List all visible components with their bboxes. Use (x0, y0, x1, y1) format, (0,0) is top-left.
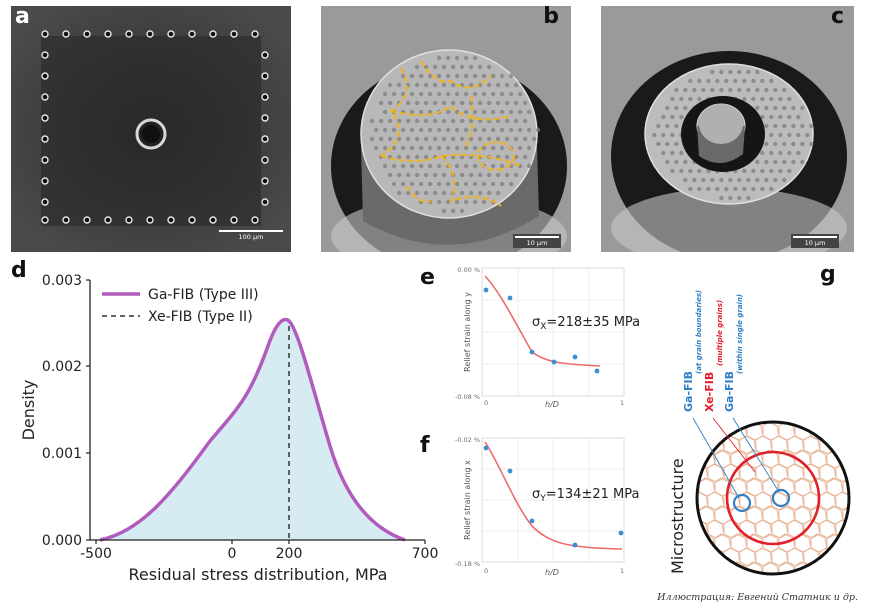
panel-g-ga-fib-grain-circle (771, 488, 791, 508)
panel-f-xlabel: h/D (545, 568, 559, 577)
panel-f-chart: -0.02 % -0.18 % 0 1 h/D Relief strain al… (455, 436, 640, 577)
panel-a-label: a (15, 6, 30, 29)
panel-g-label-1-sub: (multiple grains) (716, 300, 724, 366)
panel-d-density-curve (99, 317, 406, 542)
panel-b-label: b (543, 6, 559, 29)
panel-f-ytick-top: -0.02 % (455, 436, 480, 444)
panel-f-xtick-right: 1 (620, 567, 624, 575)
panel-e-ylabel: Relief strain along y (463, 292, 472, 372)
panel-g-label-1-main: Xe-FIB (703, 372, 716, 412)
panel-d-legend-0: Ga-FIB (Type III) (148, 287, 259, 303)
panel-d-ytick-1: 0.001 (42, 446, 82, 462)
panel-e-ytick-bottom: -0.08 % (455, 393, 480, 401)
panel-b-scale-bar: 10 µm (513, 234, 561, 248)
panel-d-ytick-0: 0.000 (42, 533, 82, 549)
panel-d-ylabel: Density (19, 380, 38, 441)
panel-c-label: c (830, 6, 844, 29)
panel-b-texture (321, 6, 571, 252)
panel-c-micrograph: c 10 µm (601, 6, 854, 252)
panel-f-ylabel: Relief strain along x (463, 460, 472, 540)
panel-d-label: d (11, 258, 27, 283)
panel-f-xtick-left: 0 (484, 567, 488, 575)
panel-e-xtick-left: 0 (484, 399, 488, 407)
panel-d-legend: Ga-FIB (Type III) Xe-FIB (Type II) (102, 287, 259, 325)
panel-e-label: e (420, 265, 435, 290)
panel-d-xtick-3: 700 (412, 546, 439, 562)
panel-g-label-2-sub: (within single grain) (736, 294, 744, 374)
panel-d-ytick-3: 0.003 (42, 273, 82, 289)
panel-f-ytick-bottom: -0.18 % (455, 560, 480, 568)
panel-d-xlabel: Residual stress distribution, MPa (129, 565, 388, 584)
panel-g-ga-fib-boundary-circle (732, 493, 752, 513)
panel-c-scale-label: 10 µm (804, 238, 826, 247)
panel-d-legend-1: Xe-FIB (Type II) (148, 309, 253, 325)
panel-a-micrograph: a 100 µm (11, 6, 291, 252)
panel-e-annotation: σX=218±35 MPa (532, 315, 640, 332)
panel-a-scale-label: 100 µm (238, 232, 264, 241)
panel-b-micrograph: b 10 µm (321, 6, 571, 252)
panel-d-chart: 0.000 0.001 0.002 0.003 -500 0 200 700 R… (19, 273, 439, 584)
panel-d-density-fill (100, 319, 405, 540)
panel-e-ytick-top: 0.00 % (457, 266, 480, 274)
panel-f-annotation: σY=134±21 MPa (532, 487, 639, 504)
panel-d-xtick-2: 200 (276, 546, 303, 562)
panel-e-xtick-right: 1 (620, 399, 624, 407)
panel-f-points (483, 445, 624, 548)
panel-e-chart: 0.00 % -0.08 % 0 1 h/D Relief strain alo… (455, 266, 640, 409)
panel-c-texture (601, 6, 854, 252)
panel-b-scale-label: 10 µm (526, 238, 548, 247)
panel-g-xe-fib-circle (725, 450, 821, 546)
panel-d-xtick-1: 0 (228, 546, 237, 562)
panel-f-fit-curve (484, 441, 623, 550)
panel-f-label: f (420, 433, 430, 458)
panel-g-label-2-main: Ga-FIB (723, 371, 736, 412)
panel-g-title: Microstructure (668, 458, 687, 574)
panel-g-label: g (820, 262, 836, 287)
panel-g-diagram: Ga-FIB (at grain boundaries) Xe-FIB (mul… (668, 290, 851, 576)
panel-g-outer-circle (695, 420, 851, 576)
panel-g-label-0-main: Ga-FIB (682, 371, 695, 412)
panel-e-xlabel: h/D (545, 400, 559, 409)
panel-d-xtick-0: -500 (80, 546, 112, 562)
panel-a-texture (11, 6, 291, 252)
panel-a-scale-bar: 100 µm (219, 230, 283, 241)
panel-g-label-0-sub: (at grain boundaries) (695, 290, 703, 374)
figure-credit: Иллюстрация: Евгений Статник и др. (657, 592, 858, 603)
panel-c-scale-bar: 10 µm (791, 234, 839, 248)
panel-d-ytick-2: 0.002 (42, 359, 82, 375)
panel-e-points (483, 287, 600, 374)
